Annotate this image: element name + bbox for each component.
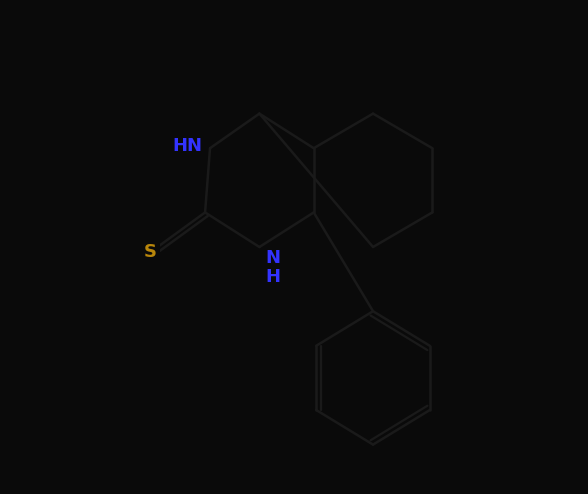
Text: H: H xyxy=(265,268,280,286)
Text: N: N xyxy=(265,249,280,267)
Text: HN: HN xyxy=(173,137,203,155)
Text: S: S xyxy=(144,243,157,261)
